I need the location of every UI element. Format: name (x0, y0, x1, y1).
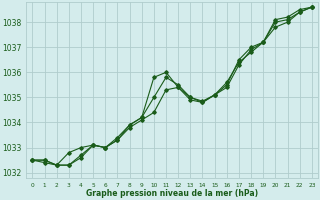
X-axis label: Graphe pression niveau de la mer (hPa): Graphe pression niveau de la mer (hPa) (86, 189, 258, 198)
